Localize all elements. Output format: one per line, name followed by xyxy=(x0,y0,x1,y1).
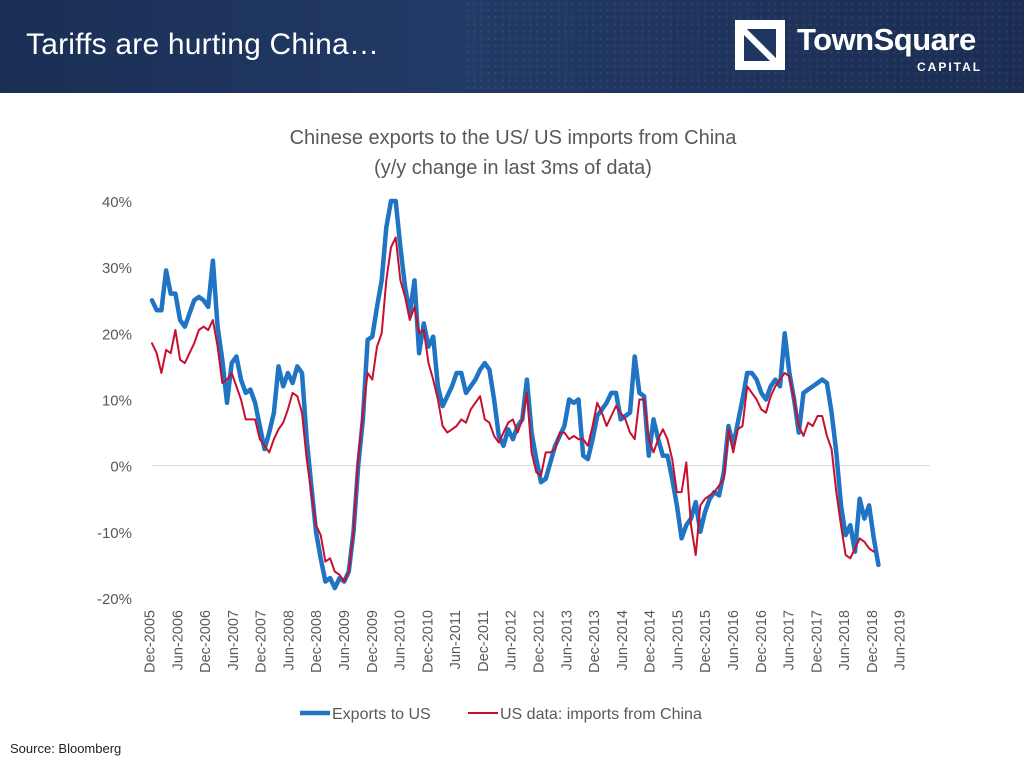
x-tick-label: Dec-2009 xyxy=(365,610,381,673)
x-tick-label: Jun-2019 xyxy=(893,610,909,670)
logo-subtitle: CAPITAL xyxy=(917,60,983,74)
chart-title-line-2: (y/y change in last 3ms of data) xyxy=(374,157,652,179)
x-tick-label: Dec-2014 xyxy=(643,610,659,673)
y-tick-label: -20% xyxy=(97,591,132,608)
x-tick-label: Dec-2017 xyxy=(809,610,825,673)
x-tick-label: Jun-2015 xyxy=(670,610,686,670)
legend-imports: US data: imports from China xyxy=(500,706,702,723)
x-tick-label: Dec-2011 xyxy=(476,610,492,672)
chart-area: Chinese exports to the US/ US imports fr… xyxy=(88,108,940,726)
line-chart: Chinese exports to the US/ US imports fr… xyxy=(97,127,930,723)
x-tick-label: Jun-2011 xyxy=(448,610,464,669)
x-tick-label: Jun-2016 xyxy=(726,610,742,670)
y-tick-label: 0% xyxy=(110,459,132,476)
y-tick-label: 20% xyxy=(102,326,132,343)
series-line-exports xyxy=(149,198,881,591)
legend-exports: Exports to US xyxy=(332,706,431,723)
x-tick-label: Dec-2015 xyxy=(698,610,714,673)
x-tick-label: Dec-2007 xyxy=(254,610,270,673)
x-tick-label: Dec-2018 xyxy=(865,610,881,673)
slide-header: Tariffs are hurting China… TownSquare CA… xyxy=(0,0,1024,93)
x-tick-label: Dec-2008 xyxy=(309,610,325,673)
y-axis: 40% 30% 20% 10% 0% -10% -20% xyxy=(97,194,930,608)
x-tick-label: Jun-2008 xyxy=(281,610,297,670)
x-tick-label: Dec-2013 xyxy=(587,610,603,673)
x-tick-label: Jun-2017 xyxy=(782,610,798,670)
y-tick-label: 40% xyxy=(102,194,132,211)
y-tick-label: 30% xyxy=(102,260,132,277)
x-tick-label: Jun-2018 xyxy=(837,610,853,670)
x-tick-label: Jun-2014 xyxy=(615,610,631,670)
x-tick-label: Jun-2010 xyxy=(393,610,409,670)
slide-title: Tariffs are hurting China… xyxy=(26,28,380,61)
x-tick-label: Dec-2012 xyxy=(531,610,547,673)
y-tick-label: 10% xyxy=(102,393,132,410)
chart-title-line-1: Chinese exports to the US/ US imports fr… xyxy=(290,127,738,149)
x-tick-label: Jun-2012 xyxy=(504,610,520,670)
chart-legend: Exports to US US data: imports from China xyxy=(300,706,702,723)
logo-name: TownSquare xyxy=(797,22,976,57)
x-tick-label: Dec-2006 xyxy=(198,610,214,673)
series-line-imports xyxy=(151,236,875,583)
plot-series xyxy=(149,198,881,591)
x-tick-label: Jun-2009 xyxy=(337,610,353,670)
y-tick-label: -10% xyxy=(97,525,132,542)
x-tick-label: Dec-2016 xyxy=(754,610,770,673)
townsquare-logo-icon xyxy=(735,20,785,70)
x-axis: Dec-2005 Jun-2006 Dec-2006 Jun-2007 Dec-2007… xyxy=(142,610,908,673)
x-tick-label: Jun-2006 xyxy=(170,610,186,670)
x-tick-label: Dec-2010 xyxy=(420,610,436,673)
x-tick-label: Dec-2005 xyxy=(142,610,158,673)
source-note: Source: Bloomberg xyxy=(10,741,122,756)
x-tick-label: Jun-2007 xyxy=(226,610,242,670)
x-tick-label: Jun-2013 xyxy=(559,610,575,670)
